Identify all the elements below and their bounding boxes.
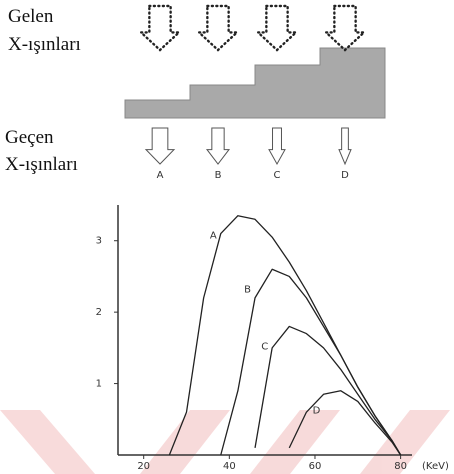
outgoing-arrow (207, 128, 229, 164)
curve-label: A (210, 231, 217, 242)
y-tick-label: 1 (96, 379, 102, 390)
outgoing-arrow (339, 128, 351, 164)
incoming-label: Gelen (8, 6, 54, 27)
curve (255, 326, 401, 455)
x-unit: (KeV) (422, 461, 449, 472)
incoming-arrow (199, 6, 237, 50)
outgoing-arrow (269, 128, 285, 164)
beam-label: D (341, 170, 349, 181)
x-tick-label: 80 (394, 461, 407, 472)
x-tick-label: 60 (309, 461, 322, 472)
absorber-steps (125, 48, 385, 118)
outgoing-arrow (146, 128, 174, 164)
beam-label: C (274, 170, 281, 181)
y-tick-label: 3 (96, 236, 102, 247)
incoming-arrow (141, 6, 179, 50)
beam-label: A (157, 170, 164, 181)
incoming-arrow (258, 6, 296, 50)
x-tick-label: 20 (137, 461, 150, 472)
curve-label: C (261, 341, 268, 352)
curve-label: D (313, 406, 321, 417)
outgoing-label: X-ışınları (5, 154, 78, 175)
beam-label: B (215, 170, 222, 181)
outgoing-label: Geçen (5, 127, 54, 148)
figure: Gelen X-ışınları Geçen X-ışınları A B C D 20… (0, 0, 454, 474)
incoming-label: X-ışınları (8, 34, 81, 55)
x-tick-label: 40 (223, 461, 236, 472)
incoming-arrow (326, 6, 364, 50)
y-tick-label: 2 (96, 307, 102, 318)
curve-label: B (244, 284, 251, 295)
